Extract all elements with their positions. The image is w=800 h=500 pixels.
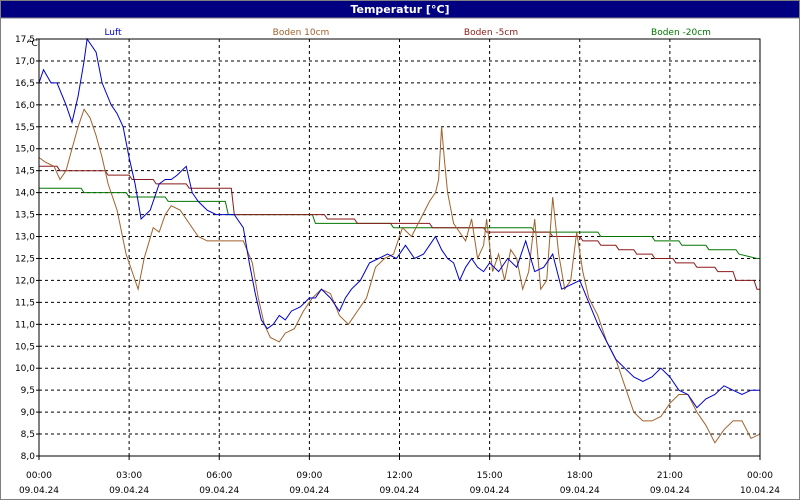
legend-item-boden_minus5: Boden -5cm [464,28,518,38]
x-tick-time-label: 06:00 [206,471,232,481]
x-tick-date-label: 09.04.24 [289,486,329,496]
x-tick-date-label: 09.04.24 [19,486,59,496]
x-tick-time-label: 03:00 [116,471,142,481]
legend-item-luft: Luft [104,28,122,38]
x-tick-time-label: 15:00 [477,471,503,481]
y-tick-label: 14,0 [15,189,35,199]
x-tick-date-label: 09.04.24 [109,486,149,496]
y-axis-ticks: 17,5 17,0 16,5 16,0 15,5 15,0 14,5 14,0 13,5 13,0… [15,35,39,462]
x-tick-date-label: 10.04.24 [740,486,780,496]
chart-series [38,37,761,444]
y-tick-label: 10,0 [15,364,35,374]
y-tick-label: 14,5 [15,167,35,177]
x-tick-date-label: 09.04.24 [199,486,239,496]
x-tick-date-label: 09.04.24 [560,486,600,496]
y-tick-label: 15,5 [15,123,35,133]
y-tick-label: 17,5 [15,35,35,45]
series-line-boden_minus5 [39,165,760,290]
x-tick-time-label: 00:00 [26,471,52,481]
x-tick-time-label: 18:00 [567,471,593,481]
y-tick-label: 15,0 [15,145,35,155]
y-tick-label: 16,5 [15,79,35,89]
series-line-luft [38,37,760,409]
y-tick-label: 12,5 [15,254,35,264]
x-tick-time-label: 12:00 [387,471,413,481]
x-tick-time-label: 09:00 [296,471,322,481]
x-tick-time-label: 21:00 [657,471,683,481]
y-tick-label: 10,5 [15,342,35,352]
legend-item-boden_minus20: Boden -20cm [651,28,711,38]
y-tick-label: 11,5 [15,298,35,308]
y-tick-label: 8,0 [21,452,36,462]
y-tick-label: 11,0 [15,320,35,330]
x-tick-date-label: 09.04.24 [379,486,419,496]
y-tick-label: 9,5 [21,386,35,396]
legend-item-boden_10: Boden 10cm [273,28,330,38]
y-tick-label: 12,0 [15,276,35,286]
y-tick-label: 13,0 [15,233,35,243]
x-tick-date-label: 09.04.24 [470,486,510,496]
y-tick-label: 8,5 [21,430,35,440]
x-axis-ticks: 00:00 09.04.24 03:00 09.04.24 06:00 09.04.24 0… [19,456,780,496]
y-tick-label: 13,5 [15,211,35,221]
y-axis-unit-label: °C [27,39,38,49]
plot-frame [38,38,761,457]
y-tick-label: 17,0 [15,57,35,67]
y-tick-label: 16,0 [15,101,35,111]
window-title-bar: Temperatur [°C] [1,1,799,18]
x-tick-date-label: 09.04.24 [650,486,690,496]
x-tick-time-label: 00:00 [747,471,773,481]
chart-legend: Luft Boden 10cm Boden -5cm Boden -20cm [104,28,711,38]
y-tick-label: 9,0 [21,408,36,418]
